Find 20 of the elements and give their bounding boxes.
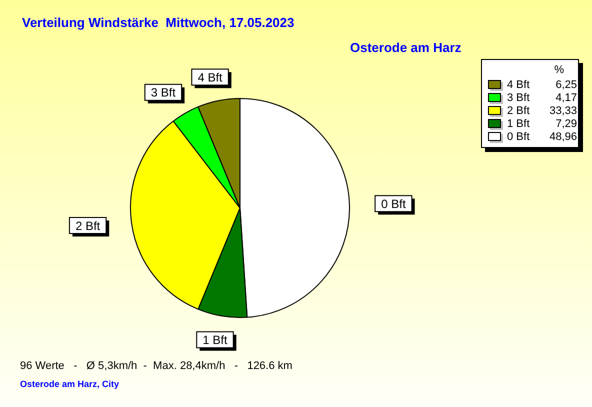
legend-label: 1 Bft — [507, 118, 531, 130]
legend-title: % — [553, 64, 565, 76]
data-label: 48,96 — [548, 130, 577, 142]
slice-label: 1 Bft — [202, 333, 228, 348]
slice-label: 2 Bft — [75, 218, 101, 233]
slice-label: 0 Bft — [381, 196, 406, 211]
slice-label: 4 Bft — [198, 70, 224, 84]
chart-title: Verteilung Windstärke Mittwoch, 17.05.2023 — [22, 15, 294, 30]
chart-subtitle: Osterode am Harz — [350, 40, 462, 55]
text: 96 Werte - Ø 5,3km/h - Max. 28,4km/h - 126.6 km — [20, 360, 292, 372]
legend-label: 0 Bft — [507, 130, 531, 142]
text: Osterode am Harz, City — [20, 379, 120, 389]
data-label: 6,25 — [554, 78, 577, 90]
slice-label: 3 Bft — [150, 86, 176, 100]
data-label: 33,33 — [548, 104, 577, 116]
legend-label: 2 Bft — [507, 104, 531, 116]
legend-label: 4 Bft — [507, 78, 531, 90]
data-label: 4,17 — [554, 92, 577, 104]
data-label: 7,29 — [554, 118, 577, 130]
legend-label: 3 Bft — [507, 92, 531, 104]
